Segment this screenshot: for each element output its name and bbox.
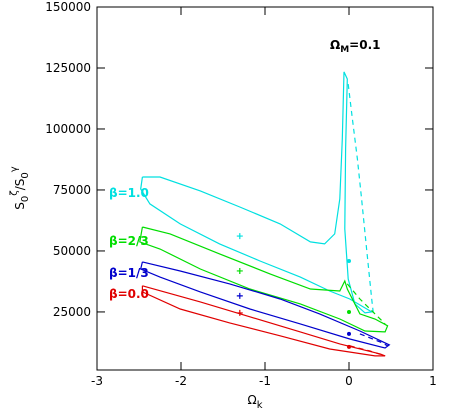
x-tick-label: -1 (259, 374, 271, 388)
contour-dashed (349, 345, 386, 357)
cross-marker (236, 267, 243, 274)
x-tick-label: 1 (429, 374, 437, 388)
x-axis-label-part: k (257, 400, 263, 411)
series-label: β=2/3 (109, 234, 149, 248)
dot-marker (347, 309, 351, 314)
y-tick-label: 100000 (45, 122, 91, 136)
cross-marker (236, 309, 243, 316)
contour (141, 285, 386, 357)
dot-marker (347, 331, 351, 336)
cross-marker (236, 292, 243, 299)
contour-dashed (346, 283, 386, 325)
contour (140, 71, 374, 314)
y-axis-label: S0ζ/S0γ (9, 166, 31, 210)
contour-dashed (359, 333, 388, 347)
y-axis-label-part: /S (13, 179, 27, 191)
annotation: ΩM=0.1 (330, 38, 380, 55)
x-tick-label: 0 (345, 374, 353, 388)
cross-marker (236, 233, 243, 240)
x-axis-label: Ωk (248, 393, 263, 411)
y-axis-label-part: ζ (9, 190, 20, 195)
series-label: β=1.0 (109, 186, 149, 200)
y-tick-label: 50000 (53, 244, 91, 258)
x-tick-label: -2 (175, 374, 187, 388)
annotation-part: =0.1 (349, 38, 380, 52)
y-axis-label-part: γ (9, 166, 20, 172)
y-tick-label: 125000 (45, 61, 91, 75)
annotation-part: M (340, 45, 349, 55)
series-label: β=1/3 (109, 266, 149, 280)
y-tick-label: 75000 (53, 183, 91, 197)
contour (139, 226, 389, 333)
annotation-part: Ω (330, 38, 340, 52)
x-tick-label: -3 (91, 374, 103, 388)
series-label: β=0.0 (109, 287, 149, 301)
y-tick-label: 25000 (53, 305, 91, 319)
y-axis-label-part: S (13, 202, 27, 210)
y-axis-label-part: 0 (20, 172, 31, 178)
dot-marker (347, 344, 351, 349)
contour-dashed (347, 84, 374, 314)
contour (139, 261, 391, 349)
x-axis-label-part: Ω (248, 393, 257, 407)
y-axis-label-part: 0 (20, 196, 31, 202)
dot-marker (347, 258, 351, 263)
y-tick-label: 150000 (45, 0, 91, 14)
